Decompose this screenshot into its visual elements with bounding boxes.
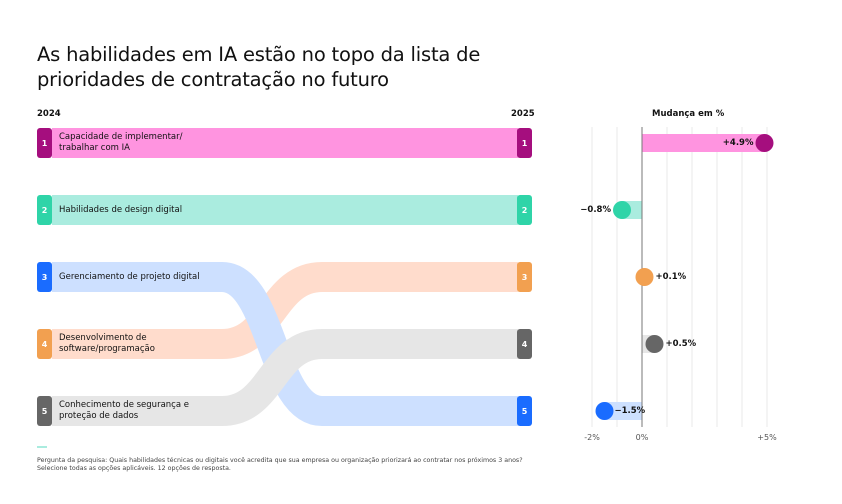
- x-tick-label: -2%: [584, 433, 600, 442]
- rank-2025-badge: 5: [517, 396, 532, 426]
- rank-2024-badge: 2: [37, 195, 52, 225]
- legend-swatch: [37, 446, 47, 448]
- x-tick-label: 0%: [635, 433, 649, 442]
- change-label: +0.1%: [655, 272, 687, 282]
- rank-2024-badge: 4: [37, 329, 52, 359]
- survey-note: Pergunta da pesquisa: Quais habilidades …: [37, 457, 523, 472]
- rank-2024-badge: 5: [37, 396, 52, 426]
- change-bar: [642, 134, 765, 152]
- rank-2025-badge: 2: [517, 195, 532, 225]
- right-year-label: 2025: [511, 109, 535, 119]
- rank-2024-badge: 3: [37, 262, 52, 292]
- rank-2025-badge: 3: [517, 262, 532, 292]
- change-label: +4.9%: [722, 138, 754, 148]
- rank-2025-badge: 1: [517, 128, 532, 158]
- change-bar: [604, 402, 642, 420]
- change-dot: [755, 134, 774, 152]
- left-year-label: 2024: [37, 109, 61, 119]
- skill-label: Gerenciamento de projeto digital: [59, 271, 200, 282]
- rank-flow-band: [52, 329, 518, 426]
- skill-label: Conhecimento de segurança e proteção de …: [59, 400, 189, 421]
- change-dot: [613, 201, 631, 219]
- rank-2024-badge: 1: [37, 128, 52, 158]
- change-dot: [645, 335, 664, 353]
- change-dot: [595, 402, 614, 420]
- chart-title: As habilidades em IA estão no topo da li…: [37, 43, 481, 91]
- rank-2025-badge: 4: [517, 329, 532, 359]
- change-label: −1.5%: [614, 406, 646, 416]
- skill-label: Capacidade de implementar/ trabalhar com…: [59, 132, 183, 153]
- change-label: +0.5%: [665, 339, 697, 349]
- change-dot: [635, 268, 654, 286]
- skill-label: Habilidades de design digital: [59, 204, 183, 215]
- change-axis-title: Mudança em %: [652, 109, 725, 119]
- rank-flow-band: [52, 262, 518, 426]
- x-tick-label: +5%: [757, 433, 777, 442]
- skill-label: Desenvolvimento de software/programação: [59, 333, 155, 354]
- change-label: −0.8%: [580, 205, 611, 215]
